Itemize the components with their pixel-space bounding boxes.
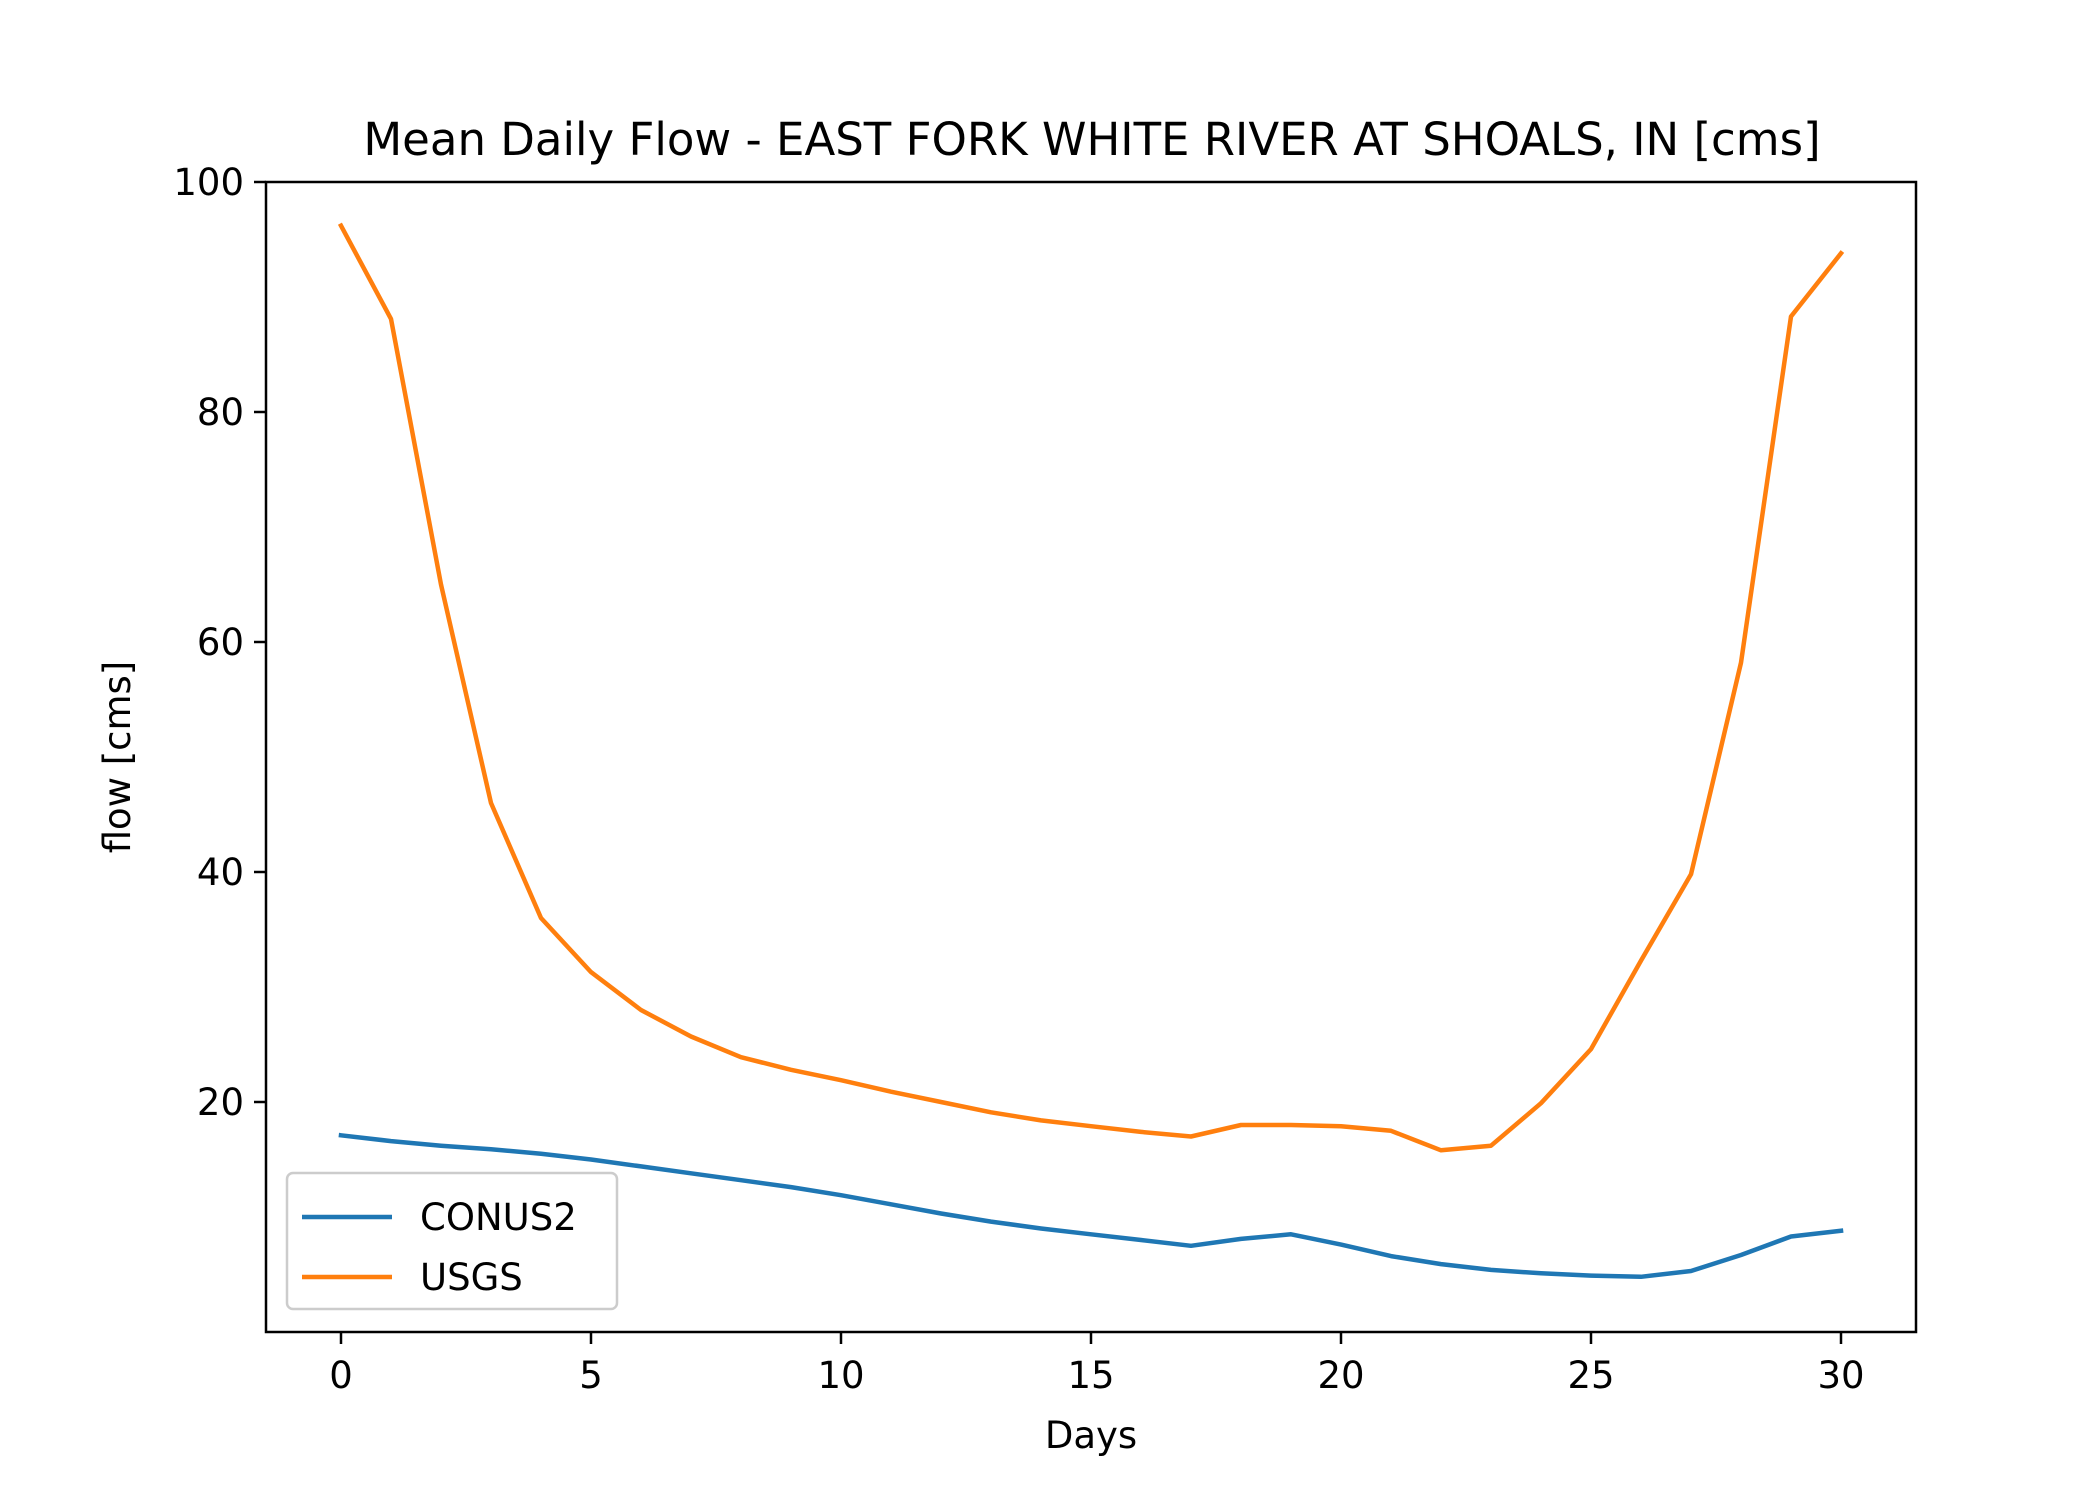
x-tick-label: 25 bbox=[1567, 1354, 1614, 1397]
x-axis-label: Days bbox=[1045, 1414, 1137, 1457]
series-line-usgs bbox=[337, 222, 1845, 1153]
x-tick-label: 15 bbox=[1067, 1354, 1114, 1397]
x-tick-label: 5 bbox=[579, 1354, 603, 1397]
y-tick-label: 20 bbox=[197, 1081, 244, 1124]
legend-label-conus2: CONUS2 bbox=[420, 1196, 577, 1239]
y-tick-label: 100 bbox=[173, 161, 244, 204]
y-axis: 20 40 60 80 100 bbox=[173, 161, 266, 1124]
y-tick-label: 80 bbox=[197, 391, 244, 434]
x-tick-label: 20 bbox=[1317, 1354, 1364, 1397]
legend-items: CONUS2 USGS bbox=[302, 1196, 577, 1299]
y-axis-label: flow [cms] bbox=[96, 661, 139, 854]
x-tick-label: 10 bbox=[817, 1354, 864, 1397]
legend: CONUS2 USGS bbox=[285, 1171, 619, 1311]
y-tick-label: 60 bbox=[197, 621, 244, 664]
series-layer bbox=[337, 222, 1845, 1280]
plot-frame bbox=[264, 180, 1918, 1334]
chart-title: Mean Daily Flow - EAST FORK WHITE RIVER … bbox=[363, 113, 1820, 166]
x-axis: 0 5 10 15 20 25 30 bbox=[329, 1332, 1865, 1397]
y-tick-label: 40 bbox=[197, 851, 244, 894]
series-line-conus2 bbox=[338, 1132, 1844, 1280]
x-tick-label: 0 bbox=[329, 1354, 353, 1397]
x-tick-label: 30 bbox=[1817, 1354, 1864, 1397]
legend-label-usgs: USGS bbox=[420, 1256, 523, 1299]
plot-area bbox=[264, 180, 1918, 1334]
